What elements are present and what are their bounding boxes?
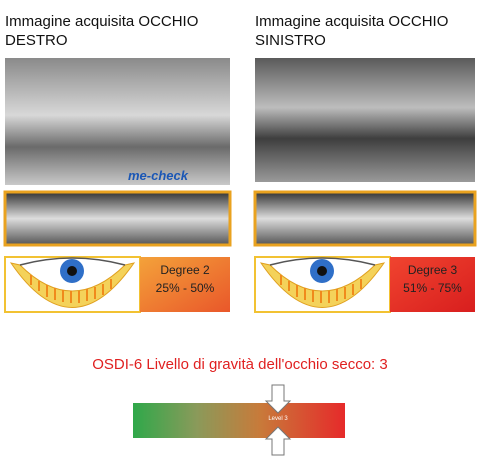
left-degree-title: Degree 2 [160,263,210,277]
right-degree-title: Degree 3 [407,263,458,277]
severity-bar [133,403,345,438]
right-degree-range: 51% - 75% [403,281,462,295]
right-heading: Immagine acquisita OCCHIO SINISTRO [255,13,449,49]
arrow-up [264,426,292,456]
level-label: Level 3 [268,416,288,422]
left-eye-diagram [4,256,141,313]
left-degree-range: 25% - 50% [155,281,215,295]
logo: me-check [128,168,188,183]
left-degree: Degree 2 25% - 50% [140,257,230,312]
osdi-text: OSDI-6 Livello di gravità dell'occhio se… [92,356,388,373]
left-heading: Immagine acquisita OCCHIO DESTRO [5,13,199,49]
right-degree: Degree 3 51% - 75% [390,257,475,312]
right-degree-box [390,257,475,312]
right-photo [255,58,475,182]
left-photo [5,58,230,185]
arrow-down [264,384,292,414]
right-strip [253,190,477,247]
right-eye-diagram [254,256,391,313]
left-strip [3,190,232,247]
left-degree-box [140,257,230,312]
